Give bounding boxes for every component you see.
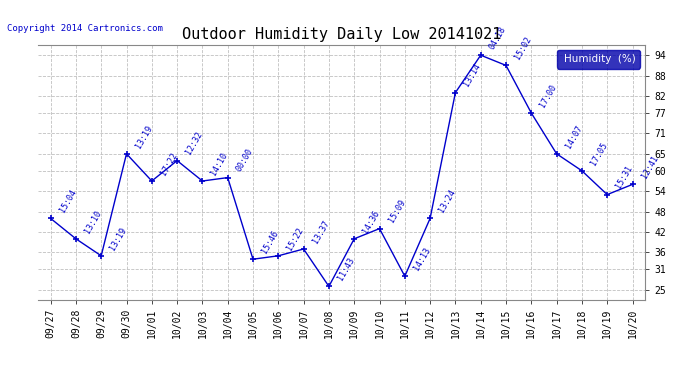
Title: Outdoor Humidity Daily Low 20141021: Outdoor Humidity Daily Low 20141021 [182,27,501,42]
Text: 15:31: 15:31 [614,164,634,190]
Text: 15:02: 15:02 [513,35,533,61]
Text: 11:43: 11:43 [336,256,356,282]
Text: 13:24: 13:24 [437,188,457,214]
Text: 15:09: 15:09 [386,198,406,224]
Text: Copyright 2014 Cartronics.com: Copyright 2014 Cartronics.com [7,24,163,33]
Text: 13:10: 13:10 [83,209,103,235]
Text: 14:36: 14:36 [361,209,382,235]
Text: 04:18: 04:18 [488,25,508,51]
Text: 17:00: 17:00 [538,82,558,109]
Legend: Humidity  (%): Humidity (%) [557,50,640,69]
Text: 13:19: 13:19 [133,123,154,150]
Text: 15:04: 15:04 [57,188,78,214]
Text: 13:37: 13:37 [310,219,331,245]
Text: 14:07: 14:07 [564,123,584,150]
Text: 12:41: 12:41 [640,154,660,180]
Text: 13:19: 13:19 [108,225,128,252]
Text: 14:10: 14:10 [209,151,230,177]
Text: 15:46: 15:46 [260,229,280,255]
Text: 13:14: 13:14 [462,62,482,88]
Text: 14:13: 14:13 [412,246,432,272]
Text: 17:22: 17:22 [159,151,179,177]
Text: 00:00: 00:00 [235,147,255,173]
Text: 12:32: 12:32 [184,130,204,156]
Text: 17:05: 17:05 [589,141,609,166]
Text: 15:22: 15:22 [285,225,306,252]
